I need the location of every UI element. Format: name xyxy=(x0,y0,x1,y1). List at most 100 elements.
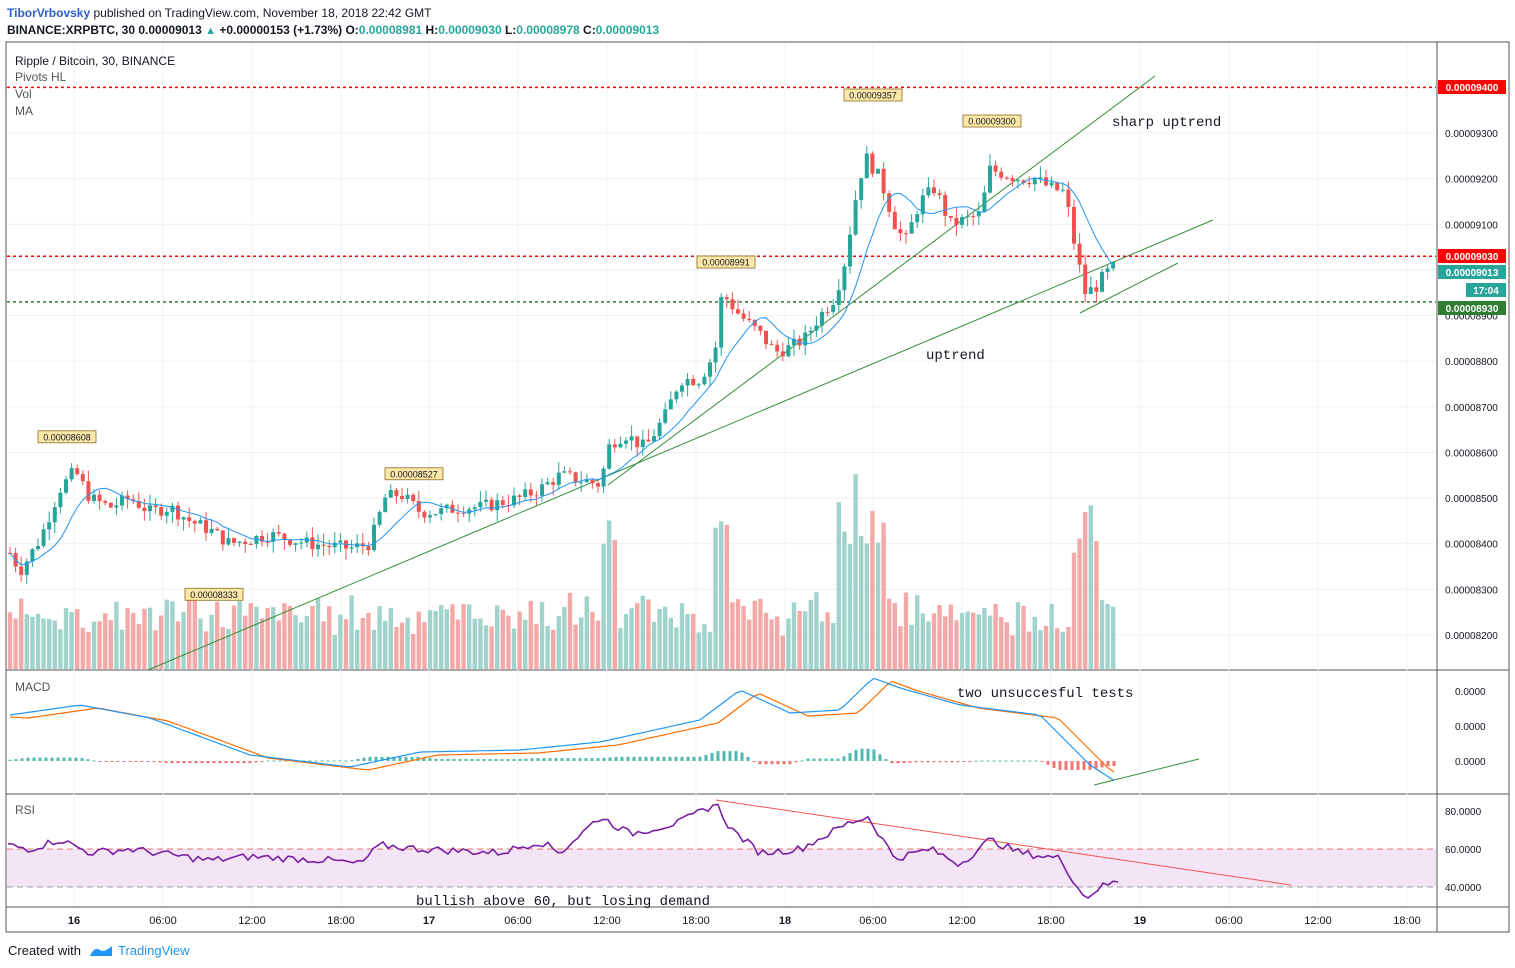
price-tag-bg xyxy=(1438,249,1506,263)
macd-histogram-bar xyxy=(746,756,750,761)
volume-bar xyxy=(310,606,315,669)
volume-bar xyxy=(948,604,953,669)
macd-histogram-bar xyxy=(914,761,918,763)
macd-histogram-bar xyxy=(800,760,804,762)
candle-body xyxy=(696,384,701,386)
tradingview-link[interactable]: TradingView xyxy=(118,943,190,958)
volume-bar xyxy=(220,627,225,669)
candle-body xyxy=(904,233,908,235)
macd-histogram-bar xyxy=(248,761,252,764)
time-axis-label: 06:00 xyxy=(1215,915,1243,927)
candle-body xyxy=(170,505,175,512)
candle-body xyxy=(786,345,791,357)
macd-histogram-bar xyxy=(788,761,792,765)
candles xyxy=(8,146,1116,584)
macd-histogram-bar xyxy=(692,756,696,761)
candle-body xyxy=(512,495,516,506)
candle-body xyxy=(892,211,897,230)
volume-bar xyxy=(489,626,494,669)
candle-body xyxy=(652,436,656,442)
macd-histogram-bar xyxy=(902,761,906,763)
volume-bar xyxy=(30,616,35,669)
candle-body xyxy=(876,168,880,174)
macd-histogram-bar xyxy=(776,761,780,765)
volume-bar xyxy=(304,616,309,669)
candle-body xyxy=(976,212,981,217)
candle-body xyxy=(1032,178,1037,185)
volume-bar xyxy=(86,631,91,669)
chart-frame xyxy=(5,41,1510,933)
price-axis-label: 0.00008400 xyxy=(1445,540,1498,551)
candle-body xyxy=(646,439,651,442)
candle-body xyxy=(1010,178,1015,181)
candle-body xyxy=(416,501,421,512)
volume-bar xyxy=(181,612,186,669)
candle-body xyxy=(215,528,220,531)
volume-bar xyxy=(724,524,729,669)
volume-bar xyxy=(842,531,847,669)
macd-histogram-bar xyxy=(596,758,600,761)
volume-bar xyxy=(265,607,270,669)
macd-histogram-bar xyxy=(188,761,192,764)
candle-body xyxy=(680,385,684,392)
rsi-band-fill xyxy=(7,849,1436,887)
volume-bar xyxy=(1077,538,1082,669)
pivot-label-box xyxy=(384,467,444,481)
volume-bar xyxy=(175,621,181,669)
volume-bar xyxy=(103,613,108,669)
price-tag-text: 0.00008930 xyxy=(1446,304,1499,315)
moving-average xyxy=(9,177,1114,566)
macd-histogram-bar xyxy=(1046,761,1050,765)
candle-body xyxy=(590,479,595,484)
candle-body xyxy=(388,490,393,498)
volume-bar xyxy=(747,619,752,669)
volume-bar xyxy=(254,606,259,669)
macd-histogram-bar xyxy=(158,761,162,763)
author-name[interactable]: TiborVrbovsky xyxy=(7,6,91,20)
pivot-label-text: 0.00008333 xyxy=(190,590,238,600)
macd-histogram-bar xyxy=(1052,761,1056,768)
price-tags: 0.00009400 0.00009030 0.00009013 17:04 0.000… xyxy=(1438,80,1506,315)
macd-histogram-bar xyxy=(38,757,42,761)
volume-bar xyxy=(814,592,819,669)
volume-bar xyxy=(164,599,169,669)
volume-bar xyxy=(366,612,371,669)
volume-bar xyxy=(19,598,24,669)
volume-bar xyxy=(377,606,382,669)
volume-bar xyxy=(668,617,673,669)
macd-histogram-bar xyxy=(74,757,78,761)
macd-histogram-bar xyxy=(608,757,612,761)
macd-histogram-bar xyxy=(986,760,990,762)
low-label: L: xyxy=(504,23,517,37)
price-axis-label: 0.00008900 xyxy=(1445,312,1498,323)
volume-bar xyxy=(775,616,780,669)
macd-histogram-bar xyxy=(638,756,642,761)
volume-bar xyxy=(1055,628,1060,669)
candle-body xyxy=(1094,287,1099,292)
volume-bar xyxy=(159,615,164,669)
macd-histogram-bar xyxy=(866,748,870,761)
footer: Created with TradingView xyxy=(0,936,1515,968)
volume-bar xyxy=(41,618,46,669)
macd-histogram-bar xyxy=(242,761,246,764)
macd-trendline xyxy=(1093,758,1200,786)
volume-bar xyxy=(870,510,875,669)
volume-bar xyxy=(903,592,909,669)
volume-bar xyxy=(248,603,253,669)
macd-histogram-bar xyxy=(206,761,210,764)
macd-histogram-bar xyxy=(566,758,570,761)
volume-bar xyxy=(635,603,640,669)
volume-bar xyxy=(965,611,970,669)
macd-histogram-bar xyxy=(374,756,378,761)
volume-bar xyxy=(69,612,74,669)
candle-body xyxy=(19,566,24,575)
uptrend-line xyxy=(147,219,1214,671)
volume-bar xyxy=(147,607,153,669)
candle-body xyxy=(349,547,354,549)
chart-canvas[interactable]: 0.00008608 0.00008333 0.00008527 0.00008991… xyxy=(0,0,1515,936)
macd-histogram-bar xyxy=(698,756,702,761)
macd-histogram-bar xyxy=(278,760,282,762)
macd-histogram-bar xyxy=(404,756,408,761)
candle-body xyxy=(842,266,847,291)
volume-bar xyxy=(399,622,405,669)
